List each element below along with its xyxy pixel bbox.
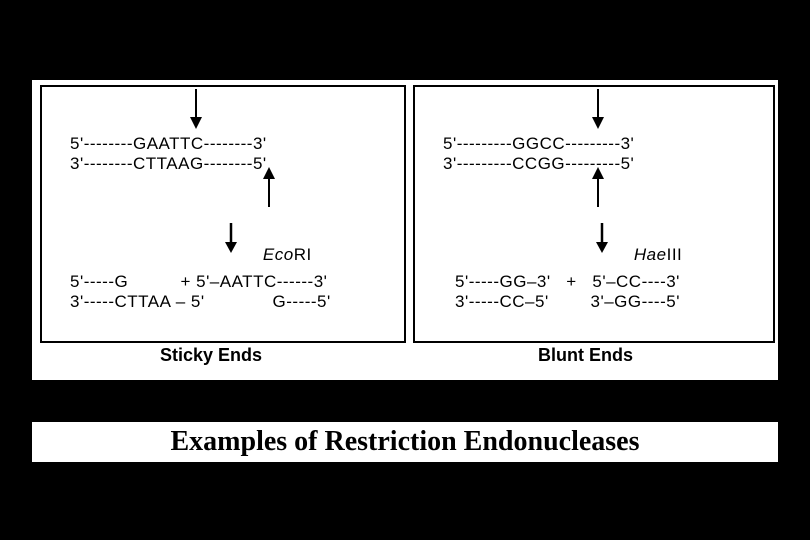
enzyme-arrow-right xyxy=(593,223,611,253)
seq-product-1-right: 5'-----GG–3' + 5'–CC----3' xyxy=(455,273,680,290)
panel-label-blunt: Blunt Ends xyxy=(538,345,633,366)
figure-caption: Examples of Restriction Endonucleases xyxy=(32,422,778,462)
seq-top-3prime-left: 3'--------CTTAAG--------5' xyxy=(70,155,267,172)
seq-product-2-right: 3'-----CC–5' 3'–GG----5' xyxy=(455,293,680,310)
cut-arrow-bottom-left xyxy=(260,167,278,207)
panel-blunt-ends: 5'---------GGCC---------3' 3'---------CC… xyxy=(413,85,775,343)
cut-arrow-bottom-right xyxy=(589,167,607,207)
panel-label-sticky: Sticky Ends xyxy=(160,345,262,366)
seq-product-2-left: 3'-----CTTAA – 5' G-----5' xyxy=(70,293,331,310)
enzyme-arrow-left xyxy=(222,223,240,253)
seq-product-1-left: 5'-----G + 5'–AATTC------3' xyxy=(70,273,327,290)
seq-top-5prime-right: 5'---------GGCC---------3' xyxy=(443,135,634,152)
seq-top-5prime-left: 5'--------GAATTC--------3' xyxy=(70,135,267,152)
cut-arrow-top-right xyxy=(589,89,607,129)
panel-sticky-ends: 5'--------GAATTC--------3' 3'--------CTT… xyxy=(40,85,406,343)
cut-arrow-top-left xyxy=(187,89,205,129)
